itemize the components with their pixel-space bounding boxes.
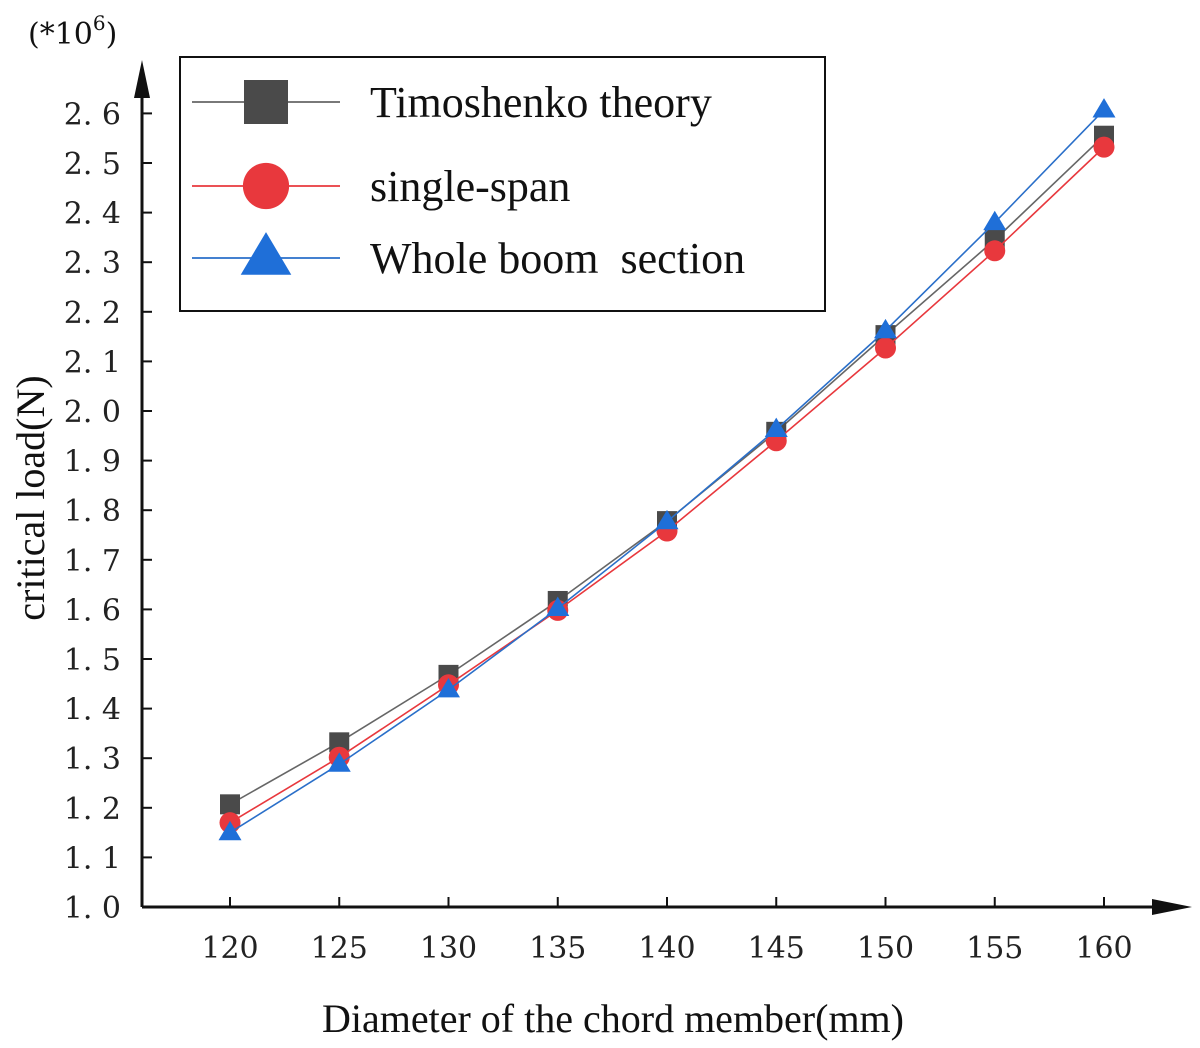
y-tick-label: 1. 9 bbox=[64, 445, 121, 480]
y-tick-label: 1. 6 bbox=[64, 593, 121, 628]
x-axis-title: Diameter of the chord member(mm) bbox=[322, 996, 904, 1041]
y-tick-label: 1. 5 bbox=[64, 643, 121, 678]
x-tick-label: 145 bbox=[748, 931, 805, 966]
data-point-triangle bbox=[764, 417, 788, 437]
y-multiplier-base: (*10 bbox=[28, 17, 93, 52]
data-point-triangle bbox=[437, 677, 460, 698]
y-multiplier-label: (*106) bbox=[28, 11, 117, 52]
x-tick-label: 135 bbox=[529, 931, 586, 966]
x-tick-label: 150 bbox=[857, 931, 914, 966]
legend: Timoshenko theory single-span Whole boom s… bbox=[179, 56, 826, 312]
y-tick-label: 2. 2 bbox=[64, 296, 121, 331]
y-tick-label: 1. 7 bbox=[64, 544, 121, 579]
y-tick-label: 2. 5 bbox=[64, 147, 121, 182]
y-tick-label: 2. 4 bbox=[64, 197, 121, 232]
data-point-circle bbox=[984, 240, 1006, 262]
data-point-triangle bbox=[546, 596, 570, 617]
y-axis-arrow bbox=[134, 60, 150, 98]
legend-marker-triangle bbox=[240, 232, 292, 275]
legend-item: single-span bbox=[192, 162, 570, 211]
data-point-square bbox=[329, 732, 350, 753]
data-point-triangle bbox=[874, 318, 897, 339]
y-tick-label: 2. 3 bbox=[64, 246, 121, 281]
series-layer bbox=[218, 98, 1116, 841]
legend-label: Timoshenko theory bbox=[370, 78, 712, 127]
y-tick-label: 2. 6 bbox=[64, 97, 121, 132]
y-axis-title: critical load(N) bbox=[8, 375, 53, 620]
data-point-square bbox=[220, 794, 240, 815]
legend-items: Timoshenko theory single-span Whole boom s… bbox=[192, 78, 745, 283]
series-triangle bbox=[218, 98, 1116, 841]
data-point-triangle bbox=[983, 210, 1007, 231]
data-point-circle bbox=[1093, 136, 1115, 158]
legend-marker-square bbox=[244, 80, 288, 124]
y-tick-label: 2. 0 bbox=[64, 395, 121, 430]
x-axis-arrow bbox=[1152, 899, 1192, 915]
legend-label: Whole boom section bbox=[370, 234, 745, 283]
data-point-circle bbox=[875, 337, 896, 359]
data-point-triangle bbox=[218, 820, 242, 841]
x-tick-label: 140 bbox=[638, 931, 695, 966]
legend-marker-circle bbox=[242, 162, 290, 210]
y-multiplier-close: ) bbox=[106, 17, 118, 52]
legend-item: Timoshenko theory bbox=[192, 78, 712, 127]
x-tick-label: 130 bbox=[420, 931, 477, 966]
x-tick-label: 120 bbox=[201, 931, 258, 966]
y-multiplier-exp: 6 bbox=[93, 11, 106, 35]
data-point-triangle bbox=[655, 509, 679, 530]
x-ticks: 120 125 130 135 140 145 150 155 160 bbox=[201, 897, 1133, 966]
y-tick-label: 2. 1 bbox=[64, 345, 121, 380]
y-tick-label: 1. 2 bbox=[64, 792, 121, 827]
y-tick-label: 1. 3 bbox=[64, 742, 121, 777]
y-tick-label: 1. 8 bbox=[64, 494, 121, 529]
y-tick-label: 1. 0 bbox=[64, 891, 121, 926]
data-point-triangle bbox=[1092, 98, 1116, 118]
legend-label: single-span bbox=[370, 162, 570, 211]
x-tick-label: 125 bbox=[311, 931, 368, 966]
y-tick-label: 1. 4 bbox=[64, 693, 121, 728]
x-tick-label: 160 bbox=[1075, 931, 1132, 966]
data-point-triangle bbox=[327, 752, 351, 772]
y-tick-label: 1. 1 bbox=[64, 841, 121, 876]
legend-item: Whole boom section bbox=[192, 232, 745, 283]
x-tick-label: 155 bbox=[966, 931, 1023, 966]
y-ticks: 1. 0 1. 1 1. 2 1. 3 1. 4 1. 5 1. 6 1. 7 1. 8 1. 9… bbox=[64, 97, 152, 926]
